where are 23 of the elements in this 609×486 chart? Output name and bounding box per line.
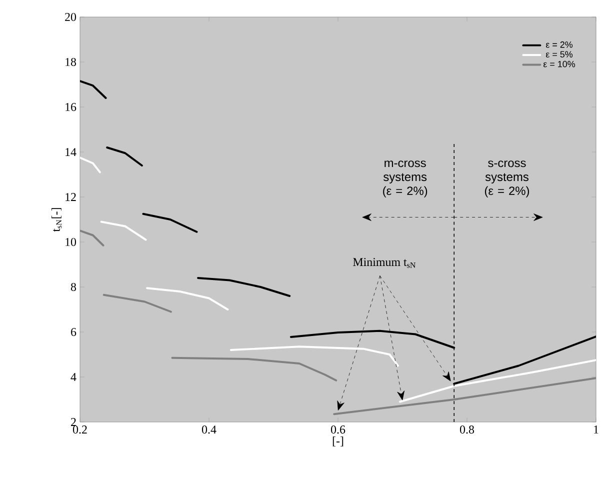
x-axis-title: [-] [332,436,344,446]
x-tick-label: 0.6 [330,426,346,434]
y-axis-title: t$_{sN}$[-] [52,208,62,232]
annotation: m-cross systems (ε = 2%) [383,160,428,198]
y-tick-label: 20 [65,12,76,22]
y-tick-label: 8 [70,282,76,292]
y-tick-label: 12 [66,193,76,201]
y-tick-label: 2 [71,418,76,426]
y-tick-label: 18 [66,58,76,66]
legend-label: ε = 10% [543,60,576,68]
y-tick-label: 6 [71,328,76,336]
x-tick-label: 0.4 [202,426,216,434]
annotation: Minimum t$_{sN}$ [353,258,416,268]
y-tick-label: 16 [66,102,76,112]
legend-label: ε = 5% [546,51,573,58]
y-tick-label: 14 [66,148,76,156]
x-tick-label: 0.2 [72,426,87,434]
y-tick-label: 4 [70,373,76,381]
annotation: s-cross systems (ε = 2%) [484,160,529,198]
legend-label: ε = 2% [546,41,573,48]
x-tick-label: 1 [594,426,598,434]
x-tick-label: 0.8 [460,426,474,434]
y-tick-label: 10 [66,238,76,246]
